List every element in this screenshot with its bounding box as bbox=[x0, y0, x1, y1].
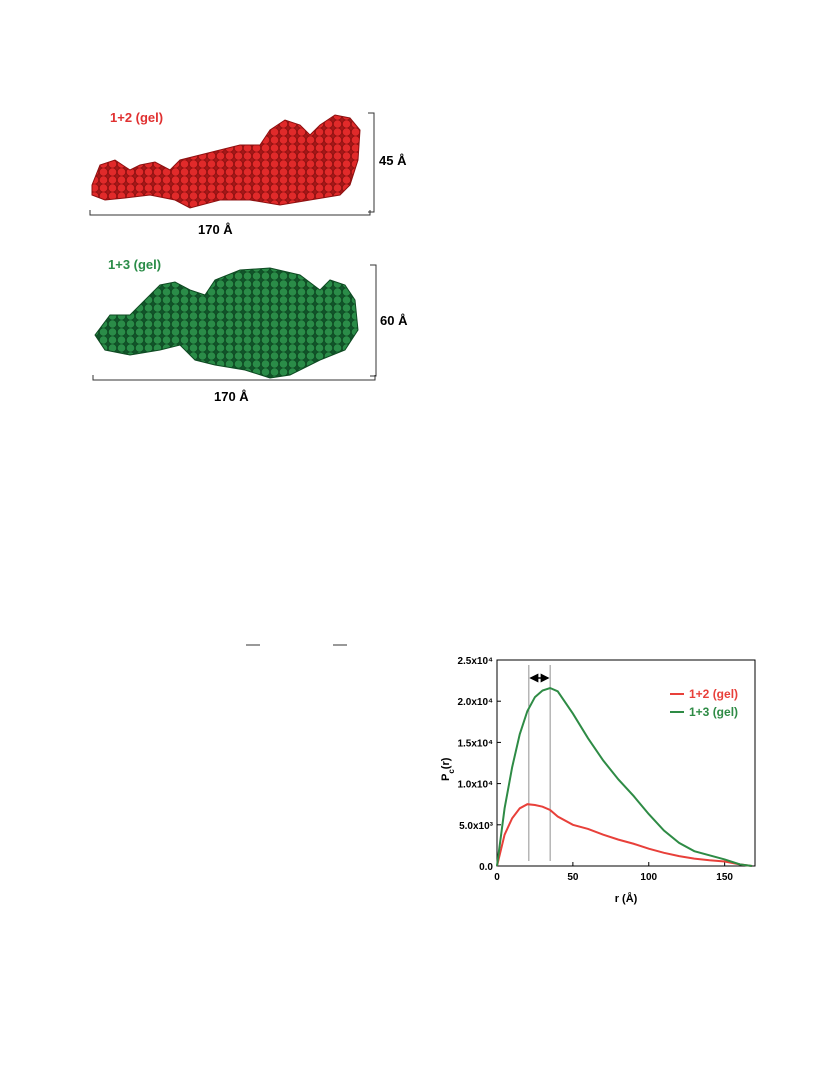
bracket bbox=[370, 264, 377, 377]
x-tick-label: 150 bbox=[716, 872, 733, 883]
height-label: 45 Å bbox=[379, 153, 407, 168]
y-tick-label: 2.0x10⁴ bbox=[457, 697, 493, 708]
y-axis-label-part: c bbox=[447, 769, 456, 774]
width-label: 170 Å bbox=[198, 222, 233, 237]
figure-label: 1+2 (gel) bbox=[110, 110, 163, 125]
molecule bbox=[94, 267, 359, 379]
x-tick-label: 100 bbox=[640, 872, 657, 883]
x-tick-label: 50 bbox=[567, 872, 579, 883]
bracket bbox=[368, 112, 375, 213]
y-axis-label: Pc(r) bbox=[440, 757, 456, 781]
y-tick-label: 0.0 bbox=[479, 862, 493, 873]
molecule bbox=[91, 114, 361, 209]
series-line bbox=[496, 686, 753, 867]
y-axis-label-part: P bbox=[440, 774, 452, 781]
x-axis-label: r (Å) bbox=[615, 892, 638, 905]
figure-label: 1+3 (gel) bbox=[108, 257, 161, 272]
legend-label: 1+2 (gel) bbox=[689, 687, 738, 701]
height-label: 60 Å bbox=[380, 313, 408, 328]
y-tick-label: 1.0x10⁴ bbox=[457, 780, 493, 791]
bracket bbox=[89, 210, 371, 216]
y-tick-label: 5.0x10³ bbox=[459, 821, 494, 832]
series-line bbox=[496, 803, 753, 867]
y-tick-label: 2.5x10⁴ bbox=[457, 656, 493, 667]
legend-label: 1+3 (gel) bbox=[689, 705, 738, 719]
bracket bbox=[92, 375, 376, 381]
x-tick-label: 0 bbox=[494, 872, 500, 883]
y-axis-label-part: (r) bbox=[440, 757, 452, 769]
y-tick-label: 1.5x10⁴ bbox=[457, 738, 493, 749]
plot-frame bbox=[496, 659, 756, 867]
width-label: 170 Å bbox=[214, 389, 249, 404]
